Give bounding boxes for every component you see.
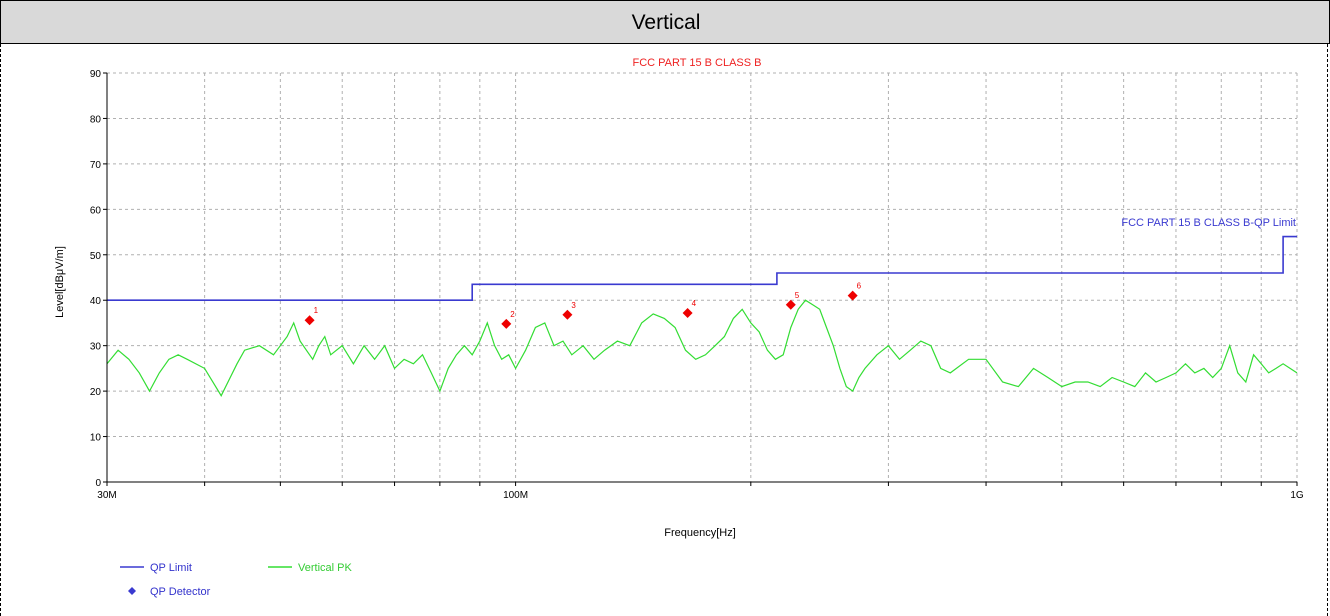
outer-border-left [0,44,1,616]
legend-label: Vertical PK [298,562,352,574]
qp-detector-point [785,299,796,310]
y-tick-label: 10 [90,433,102,444]
y-tick-label: 90 [90,69,102,80]
y-tick-label: 80 [90,114,102,125]
outer-border-right [1327,44,1328,616]
series-vertical-pk [106,299,1298,397]
y-tick-label: 30 [90,342,102,353]
series-qp-limit [107,235,1297,301]
axes-frame [106,73,1297,483]
y-tick-label: 70 [90,160,102,171]
qp-detector-label: 1 [314,306,319,315]
qp-detector-label: 6 [857,282,862,291]
y-tick-label: 60 [90,205,102,216]
y-tick-label: 20 [90,387,102,398]
legend-label: QP Detector [150,586,211,598]
legend-swatch-diamond [128,587,136,595]
y-tick-label: 40 [90,296,102,307]
series-layer: 1 2 3 4 5 6 [106,235,1298,397]
x-axis-label: Frequency[Hz] [664,527,736,539]
qp-detector-label: 3 [571,301,576,310]
y-axis-ticks: 0 10 20 30 40 50 60 70 80 90 [90,69,107,489]
qp-detector-point [682,307,693,318]
x-tick-label: 1G [1290,490,1304,501]
y-axis-label: Level[dBμV/m] [54,246,66,318]
qp-detector-point [562,309,573,320]
x-tick-label: 30M [97,490,116,501]
page-title: Vertical [631,11,701,34]
y-tick-label: 0 [95,478,101,489]
qp-detector-label: 5 [795,291,800,300]
qp-detector-point [501,318,512,329]
grid [106,72,1298,483]
qp-detector-point [847,290,858,301]
header-bar: Vertical [0,0,1330,44]
chart-title: FCC PART 15 B CLASS B [633,57,762,69]
x-axis-ticks: 30M 100M 1G [97,482,1304,501]
y-tick-label: 50 [90,251,102,262]
qp-detector-label: 4 [692,299,697,308]
qp-detector-point [304,315,315,326]
x-tick-label: 100M [503,490,528,501]
legend-label: QP Limit [150,562,192,574]
limit-label: FCC PART 15 B CLASS B-QP Limit [1121,217,1296,229]
qp-detector-label: 2 [510,310,515,319]
legend: QP Limit Vertical PK QP Detector [120,562,352,598]
